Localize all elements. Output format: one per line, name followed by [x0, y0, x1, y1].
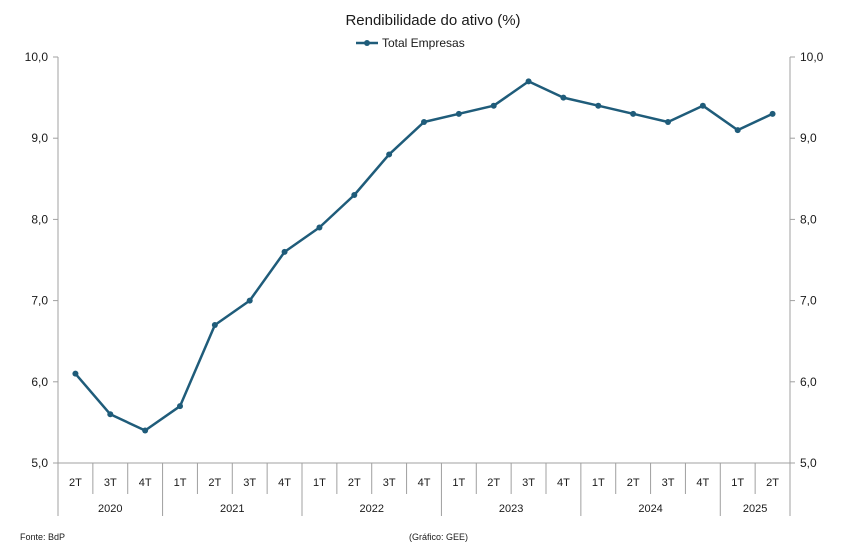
quarter-label: 3T	[522, 477, 535, 489]
year-label: 2024	[638, 503, 662, 515]
data-point	[72, 370, 79, 377]
data-point	[665, 118, 671, 125]
data-point	[490, 102, 497, 109]
quarter-label: 3T	[662, 477, 675, 489]
right-tick-label: 9,0	[800, 131, 817, 145]
quarter-label: 2T	[487, 477, 500, 489]
quarter-label: 2T	[766, 477, 779, 489]
left-tick-label: 6,0	[31, 375, 48, 389]
data-point	[316, 224, 323, 231]
data-point	[525, 78, 532, 85]
data-point	[211, 321, 218, 328]
x-axis: 2T 3T 4T 1T 2T 3T 4T 1T 2T 3T 4T 1T 2T 3T 4T 1T 2T 3T 4T 1T…	[57, 463, 791, 516]
data-point	[595, 102, 602, 109]
data-point	[107, 411, 114, 418]
quarter-label: 4T	[696, 477, 709, 489]
quarter-label: 4T	[139, 477, 152, 489]
left-tick-label: 10,0	[25, 50, 49, 64]
source-note: Fonte: BdP	[20, 532, 65, 542]
left-tick-label: 7,0	[31, 294, 48, 308]
quarter-label: 1T	[592, 477, 605, 489]
data-point	[560, 94, 567, 101]
chart-title: Rendibilidade do ativo (%)	[345, 12, 520, 29]
quarter-label: 1T	[174, 477, 187, 489]
series-total-empresas	[72, 78, 776, 434]
quarter-label: 4T	[557, 477, 570, 489]
quarter-label: 3T	[243, 477, 256, 489]
year-label: 2025	[743, 503, 767, 515]
quarter-label: 3T	[383, 477, 396, 489]
left-tick-label: 9,0	[31, 131, 48, 145]
data-point	[351, 192, 358, 199]
data-point	[699, 102, 706, 109]
right-tick-label: 8,0	[800, 212, 817, 226]
legend: Total Empresas	[356, 36, 465, 50]
data-point	[142, 427, 149, 434]
left-tick-label: 5,0	[31, 456, 48, 470]
axes	[57, 57, 791, 464]
quarter-label: 1T	[452, 477, 465, 489]
right-tick-label: 10,0	[800, 50, 824, 64]
right-y-axis: 5,0 6,0 7,0 8,0 9,0 10,0	[790, 50, 824, 470]
left-y-axis: 5,0 6,0 7,0 8,0 9,0 10,0	[25, 50, 58, 470]
data-point	[734, 127, 741, 134]
data-point	[386, 151, 393, 158]
data-point	[281, 248, 288, 255]
right-tick-label: 5,0	[800, 456, 817, 470]
year-label: 2020	[98, 503, 122, 515]
quarter-label: 2T	[208, 477, 221, 489]
right-tick-label: 7,0	[800, 294, 817, 308]
quarter-label: 2T	[69, 477, 82, 489]
quarter-label: 1T	[313, 477, 326, 489]
data-point	[421, 118, 427, 125]
data-point	[630, 110, 637, 117]
data-point	[769, 110, 776, 117]
legend-label: Total Empresas	[382, 36, 465, 50]
quarter-label: 2T	[627, 477, 640, 489]
data-point	[455, 110, 462, 117]
right-tick-label: 6,0	[800, 375, 817, 389]
legend-marker	[364, 40, 370, 46]
quarter-label: 4T	[278, 477, 291, 489]
quarter-label: 4T	[418, 477, 431, 489]
quarter-label: 3T	[104, 477, 117, 489]
data-point	[246, 297, 253, 304]
series-line	[74, 80, 774, 432]
data-point	[177, 403, 183, 410]
quarter-label: 2T	[348, 477, 361, 489]
quarter-label: 1T	[731, 477, 744, 489]
year-label: 2023	[499, 503, 523, 515]
year-label: 2021	[220, 503, 244, 515]
year-label: 2022	[359, 503, 383, 515]
credit-note: (Gráfico: GEE)	[409, 532, 468, 542]
left-tick-label: 8,0	[31, 212, 48, 226]
